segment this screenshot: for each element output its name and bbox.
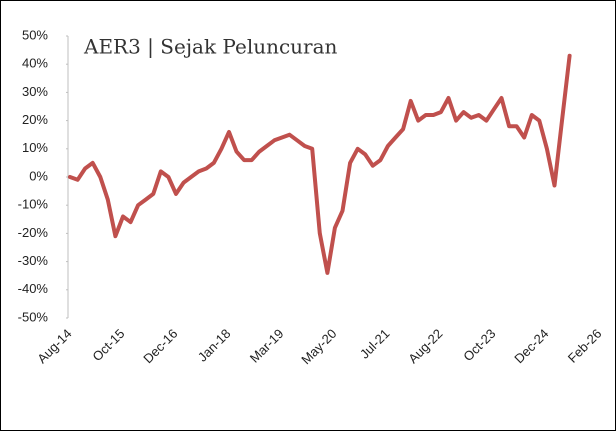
y-tick-label: -50%: [18, 309, 49, 324]
y-tick-label: -40%: [18, 281, 49, 296]
y-tick-label: 0%: [29, 168, 48, 183]
y-tick-label: 50%: [22, 27, 48, 42]
y-tick-label: -10%: [18, 197, 49, 212]
y-tick-label: 40%: [22, 56, 48, 71]
y-tick-label: -30%: [18, 253, 49, 268]
chart-title: AER3 | Sejak Peluncuran: [83, 35, 338, 60]
y-tick-label: 20%: [22, 112, 48, 127]
y-tick-label: 10%: [22, 140, 48, 155]
y-tick-label: 30%: [22, 84, 48, 99]
line: [68, 53, 572, 275]
y-tick-label: -20%: [18, 225, 49, 240]
